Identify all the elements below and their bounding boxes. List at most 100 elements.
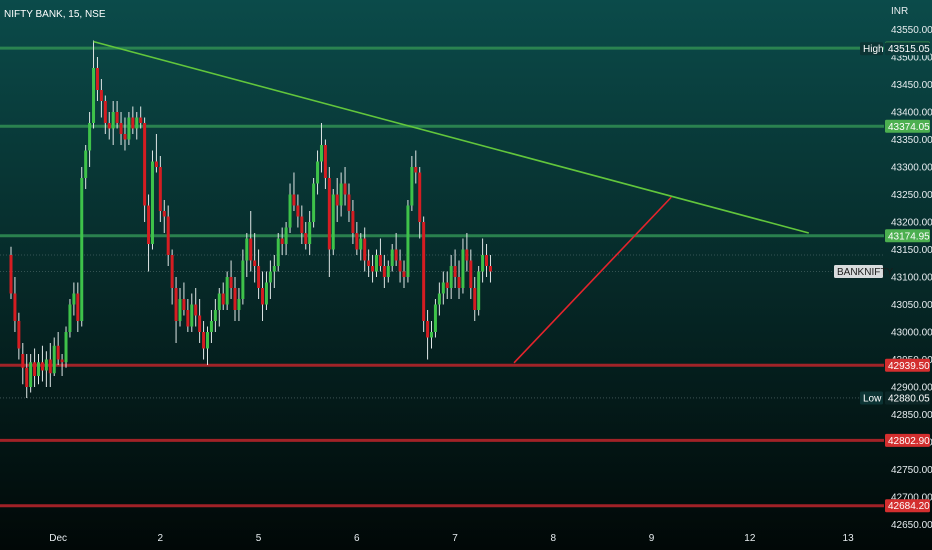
candle [319, 123, 323, 173]
x-tick-label: 12 [744, 533, 756, 544]
candle-body [422, 222, 426, 321]
candle-body [202, 332, 206, 349]
low-label: Low [863, 393, 882, 404]
y-tick-label: 43200.00 [891, 218, 932, 229]
candle [308, 211, 312, 255]
candle [351, 200, 355, 244]
candle-body [178, 299, 182, 321]
candle-body [206, 332, 209, 349]
candle-body [111, 112, 115, 129]
candle-body [64, 332, 68, 363]
low-label-bg [860, 391, 883, 405]
candle-body [327, 178, 331, 250]
candle-body [374, 255, 378, 272]
candles [9, 40, 492, 398]
candle [272, 255, 276, 288]
candle-body [308, 222, 312, 244]
candle [107, 112, 111, 140]
candle-body [194, 304, 198, 316]
candle-body [76, 293, 80, 321]
time-axis: Dec 2 5 6 7 8 9 12 13 [49, 533, 854, 544]
candle-body [147, 205, 151, 244]
candle [178, 288, 182, 327]
candle-body [158, 167, 162, 211]
candle-body [249, 238, 253, 261]
candle-body [363, 238, 367, 261]
candle-body [276, 238, 280, 266]
candle-body [319, 145, 323, 162]
candle-body [131, 117, 135, 129]
candle-body [166, 216, 170, 255]
candle [221, 282, 225, 310]
candle-body [190, 304, 194, 327]
x-tick-label: 9 [649, 533, 655, 544]
candle [418, 167, 422, 239]
candle-body [292, 194, 296, 206]
candle [158, 156, 162, 222]
candle [9, 246, 13, 299]
candle-body [48, 359, 52, 374]
candle [300, 205, 304, 244]
candle [469, 249, 473, 299]
candle-body [56, 345, 60, 360]
symbol-tag-bg [834, 265, 883, 278]
candle-body [170, 255, 174, 288]
candle [343, 167, 347, 206]
y-tick-label: 43050.00 [891, 300, 932, 311]
candle [457, 260, 461, 299]
candle [115, 101, 119, 129]
candle-body [406, 205, 410, 277]
candle [414, 150, 418, 184]
high-label-bg [860, 42, 883, 56]
candle-body [382, 266, 386, 277]
candle [331, 189, 335, 255]
candle [312, 178, 316, 228]
candle [72, 282, 76, 316]
candle [233, 277, 237, 321]
candle [406, 200, 410, 283]
candle [190, 293, 194, 332]
candle-body [84, 150, 88, 178]
candle-body [80, 178, 84, 321]
candle-body [378, 255, 382, 266]
candle [441, 271, 445, 305]
candle [296, 194, 300, 228]
candle-body [99, 90, 103, 101]
symbol-tag: BANKNIFTY [837, 267, 893, 278]
candle [13, 277, 17, 332]
candle-body [237, 299, 241, 310]
candle [33, 348, 37, 387]
candle-body [449, 266, 453, 288]
candle [52, 337, 56, 376]
candle [202, 321, 206, 360]
candle [40, 345, 44, 382]
candle-body [359, 238, 363, 250]
y-tick-label: 43350.00 [891, 135, 932, 146]
candle-body [453, 266, 457, 277]
level-tag-bg [885, 433, 930, 447]
candle-body [347, 194, 351, 211]
candle [347, 183, 351, 222]
candle [264, 271, 268, 310]
x-tick-label: 7 [452, 533, 458, 544]
candle-body [410, 167, 414, 206]
candle [410, 156, 414, 211]
candle [92, 40, 96, 129]
level-tag-bg [885, 499, 930, 513]
candle-body [477, 271, 481, 310]
candle-body [257, 266, 261, 288]
candle-body [355, 233, 359, 250]
candle [135, 112, 139, 140]
candle [390, 244, 394, 272]
y-tick-label: 43400.00 [891, 108, 932, 119]
candle-body [217, 293, 221, 310]
candle [182, 282, 186, 316]
candle-body [95, 68, 99, 90]
y-tick-label: 43450.00 [891, 80, 932, 91]
candle [29, 354, 33, 393]
trendline-ascending [513, 196, 672, 364]
candle-body [92, 68, 96, 123]
candle-body [13, 293, 17, 321]
candle-body [233, 288, 237, 310]
